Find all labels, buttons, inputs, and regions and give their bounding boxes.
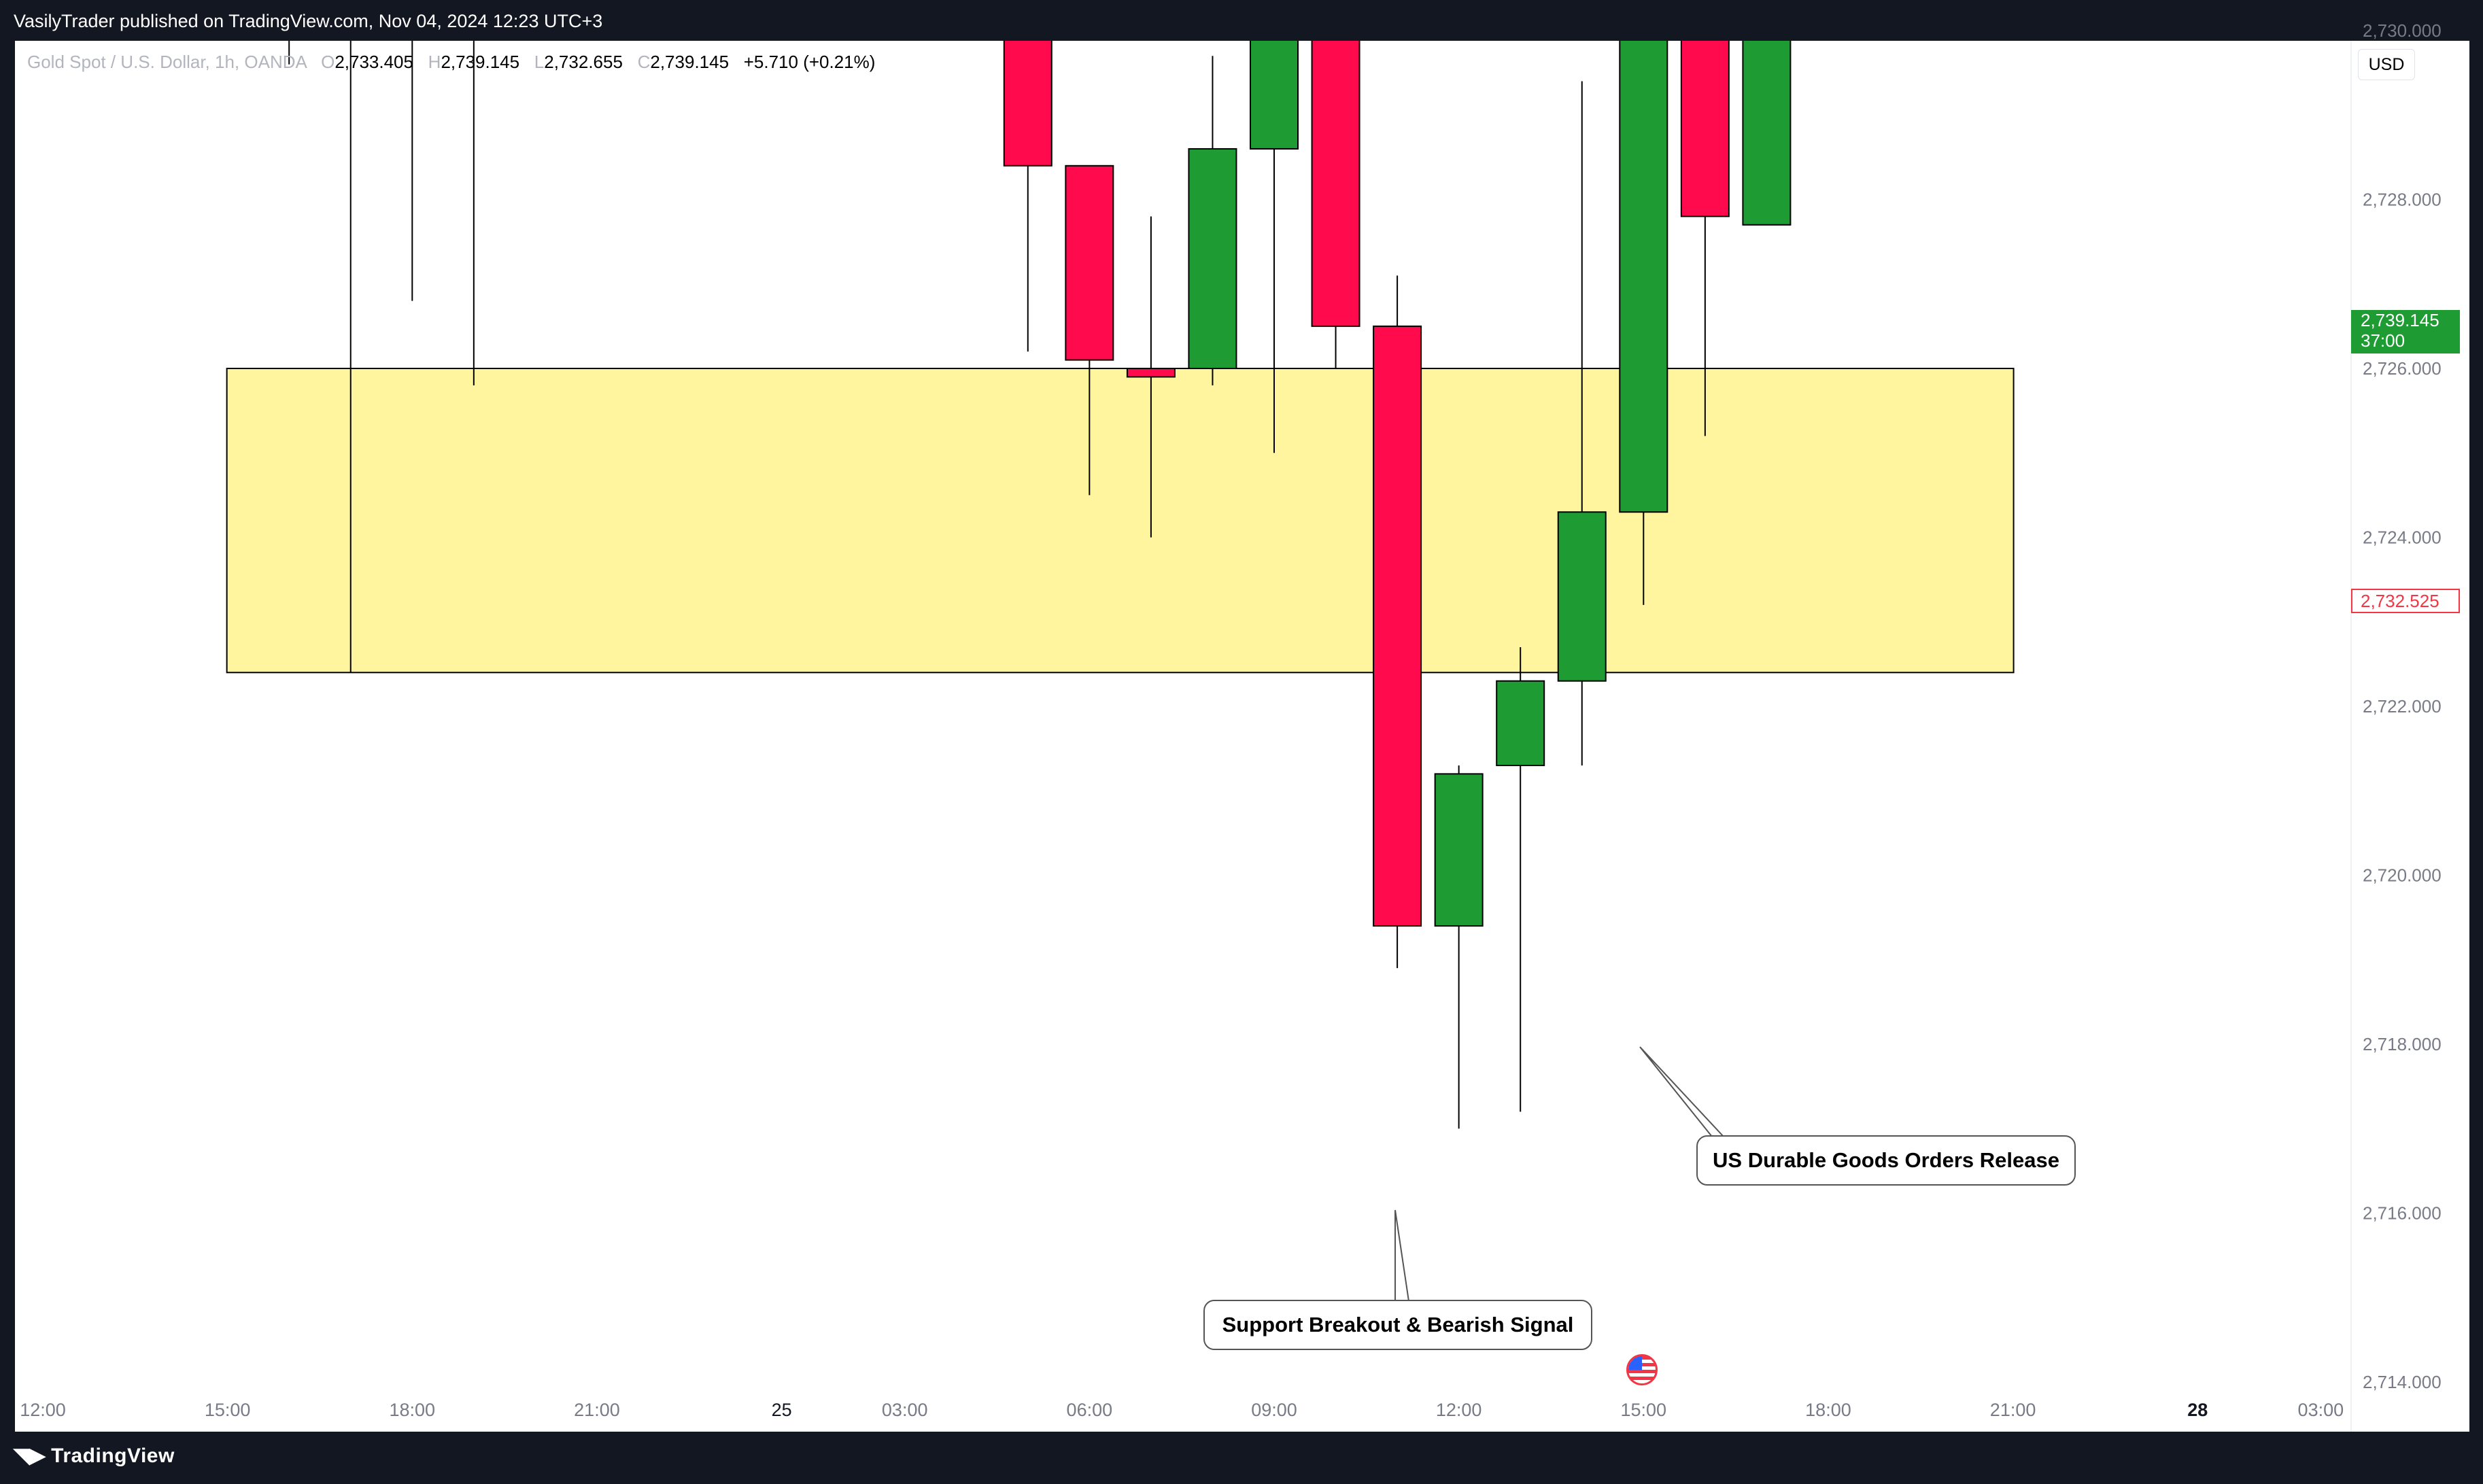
close-value: 2,739.145 <box>650 52 730 72</box>
y-tick-label: 2,716.000 <box>2363 1203 2442 1224</box>
y-tick-label: 2,724.000 <box>2363 528 2442 548</box>
x-tick-label: 18:00 <box>1805 1400 1851 1420</box>
y-tick-label: 2,722.000 <box>2363 696 2442 717</box>
candles-group <box>288 0 1792 1129</box>
y-tick-label: 2,720.000 <box>2363 865 2442 886</box>
candle-body-bullish <box>1557 511 1607 682</box>
last-price-tag: 2,739.145 37:00 <box>2351 310 2460 353</box>
candle-body-bullish <box>1434 773 1484 927</box>
y-tick-label: 2,718.000 <box>2363 1034 2442 1054</box>
change-value: +5.710 (+0.21%) <box>743 52 876 72</box>
open-price-tag: 2,732.525 <box>2351 589 2460 613</box>
candle-body-bullish <box>1496 680 1545 766</box>
candle-body-bearish <box>1311 41 1360 327</box>
support-zone <box>226 368 2015 674</box>
bar-countdown: 37:00 <box>2361 330 2405 351</box>
candle-body-bearish <box>1065 165 1114 361</box>
x-tick-label: 03:00 <box>882 1400 928 1420</box>
x-tick-label: 15:00 <box>1621 1400 1667 1420</box>
x-tick-label: 25 <box>772 1400 792 1420</box>
publish-info: VasilyTrader published on TradingView.co… <box>14 11 603 31</box>
y-tick-label: 2,730.000 <box>2363 20 2442 41</box>
chart-pane[interactable] <box>15 41 2469 1432</box>
symbol-name[interactable]: Gold Spot / U.S. Dollar, 1h, OANDA <box>27 52 307 72</box>
y-tick-label: 2,728.000 <box>2363 190 2442 210</box>
candle-body-bearish <box>1680 41 1730 218</box>
high-value: 2,739.145 <box>441 52 520 72</box>
support-breakout-pointer <box>1372 1209 1441 1302</box>
high-label: H <box>428 52 441 72</box>
tv-brand-text: TradingView <box>51 1445 175 1467</box>
x-tick-label: 18:00 <box>390 1400 436 1420</box>
tradingview-logo[interactable]: ◥▶ TradingView <box>14 1444 175 1468</box>
x-tick-label: 09:00 <box>1251 1400 1297 1420</box>
last-price-value: 2,739.145 <box>2361 310 2439 330</box>
footer-bar <box>0 1432 2483 1484</box>
tv-logo-icon: ◥▶ <box>14 1445 46 1467</box>
candle-body-bullish <box>1742 41 1792 226</box>
open-label: O <box>321 52 335 72</box>
support-breakout-callout[interactable]: Support Breakout & Bearish Signal <box>1203 1300 1592 1350</box>
us-flag-event-icon[interactable] <box>1626 1354 1658 1385</box>
open-value: 2,733.405 <box>335 52 413 72</box>
x-tick-label: 12:00 <box>1436 1400 1482 1420</box>
x-tick-label: 12:00 <box>20 1400 66 1420</box>
x-tick-label: 06:00 <box>1067 1400 1113 1420</box>
candle-body-bearish <box>1373 325 1422 927</box>
x-tick-label: 03:00 <box>2298 1400 2344 1420</box>
candle-body-bearish <box>942 0 990 31</box>
low-value: 2,732.655 <box>544 52 623 72</box>
close-label: C <box>637 52 651 72</box>
currency-button[interactable]: USD <box>2358 49 2415 80</box>
symbol-legend: Gold Spot / U.S. Dollar, 1h, OANDA O2,73… <box>27 52 875 73</box>
low-label: L <box>534 52 545 72</box>
candle-body-bullish <box>1188 148 1237 369</box>
x-tick-label: 28 <box>2187 1400 2208 1420</box>
publish-header: VasilyTrader published on TradingView.co… <box>0 0 2483 41</box>
candle-body-bearish <box>1126 368 1176 378</box>
x-tick-label: 21:00 <box>1990 1400 2036 1420</box>
durable-goods-callout[interactable]: US Durable Goods Orders Release <box>1696 1135 2076 1186</box>
candle-body-bullish <box>1250 41 1299 150</box>
y-tick-label: 2,714.000 <box>2363 1372 2442 1392</box>
durable-goods-pointer <box>1639 1046 1724 1137</box>
y-tick-label: 2,726.000 <box>2363 358 2442 379</box>
candle-body-bullish <box>1619 41 1668 513</box>
candle-body-bearish <box>1003 41 1052 167</box>
x-tick-label: 15:00 <box>205 1400 251 1420</box>
x-tick-label: 21:00 <box>574 1400 620 1420</box>
